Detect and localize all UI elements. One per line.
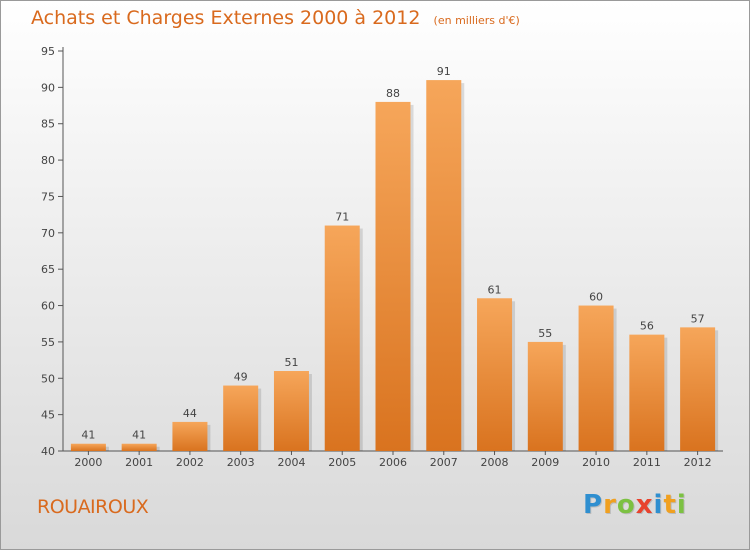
x-tick-label: 2005 — [328, 456, 356, 469]
logo-letter: o — [616, 490, 636, 520]
x-tick-label: 2002 — [176, 456, 204, 469]
logo-letter: t — [663, 490, 677, 520]
logo-letter: x — [635, 490, 654, 520]
bar-value-label: 41 — [81, 429, 95, 442]
y-tick-label: 45 — [41, 409, 55, 422]
x-tick-label: 2011 — [633, 456, 661, 469]
x-tick-label: 2008 — [481, 456, 509, 469]
bar — [680, 327, 716, 451]
y-tick-label: 65 — [41, 263, 55, 276]
y-tick-label: 55 — [41, 336, 55, 349]
chart-title: Achats et Charges Externes 2000 à 2012 — [31, 7, 421, 29]
bar-value-label: 60 — [589, 291, 603, 304]
y-tick-label: 70 — [41, 227, 55, 240]
bar — [629, 334, 665, 451]
bar — [223, 385, 259, 451]
x-tick-label: 2007 — [430, 456, 458, 469]
y-tick-label: 75 — [41, 190, 55, 203]
chart-subtitle: (en milliers d'€) — [433, 14, 520, 27]
x-tick-label: 2006 — [379, 456, 407, 469]
y-tick-label: 80 — [41, 154, 55, 167]
x-tick-label: 2000 — [74, 456, 102, 469]
bar — [477, 298, 513, 451]
bar-value-label: 61 — [488, 283, 502, 296]
bar-value-label: 88 — [386, 87, 400, 100]
bar-value-label: 44 — [183, 407, 197, 420]
bar-value-label: 91 — [437, 65, 451, 78]
title-row: Achats et Charges Externes 2000 à 2012 (… — [31, 7, 520, 29]
bar — [70, 443, 106, 451]
logo-letter: i — [676, 490, 687, 520]
bar-value-label: 71 — [335, 211, 349, 224]
x-tick-label: 2004 — [277, 456, 305, 469]
x-tick-label: 2003 — [227, 456, 255, 469]
x-tick-label: 2009 — [531, 456, 559, 469]
bar-value-label: 41 — [132, 429, 146, 442]
bar — [375, 101, 411, 451]
logo-letter: r — [603, 490, 617, 520]
y-tick-label: 90 — [41, 81, 55, 94]
bar — [172, 421, 208, 451]
bar-value-label: 55 — [538, 327, 552, 340]
proxiti-logo[interactable]: Proxiti — [583, 490, 687, 520]
y-tick-label: 40 — [41, 445, 55, 458]
y-tick-label: 60 — [41, 300, 55, 313]
x-tick-label: 2012 — [684, 456, 712, 469]
bar-value-label: 51 — [284, 356, 298, 369]
bar — [527, 341, 563, 451]
y-tick-label: 85 — [41, 118, 55, 131]
bar — [121, 443, 157, 451]
bar-value-label: 56 — [640, 320, 654, 333]
bar — [578, 305, 614, 451]
bar-value-label: 57 — [691, 312, 705, 325]
bar — [324, 225, 360, 451]
logo-letter: P — [583, 490, 604, 520]
place-name: ROUAIROUX — [37, 496, 149, 518]
logo-letter: i — [653, 490, 664, 520]
bar-value-label: 49 — [234, 371, 248, 384]
x-tick-label: 2001 — [125, 456, 153, 469]
x-tick-label: 2010 — [582, 456, 610, 469]
bar — [426, 80, 462, 451]
y-tick-label: 50 — [41, 372, 55, 385]
y-tick-label: 95 — [41, 45, 55, 58]
bar — [273, 371, 309, 451]
